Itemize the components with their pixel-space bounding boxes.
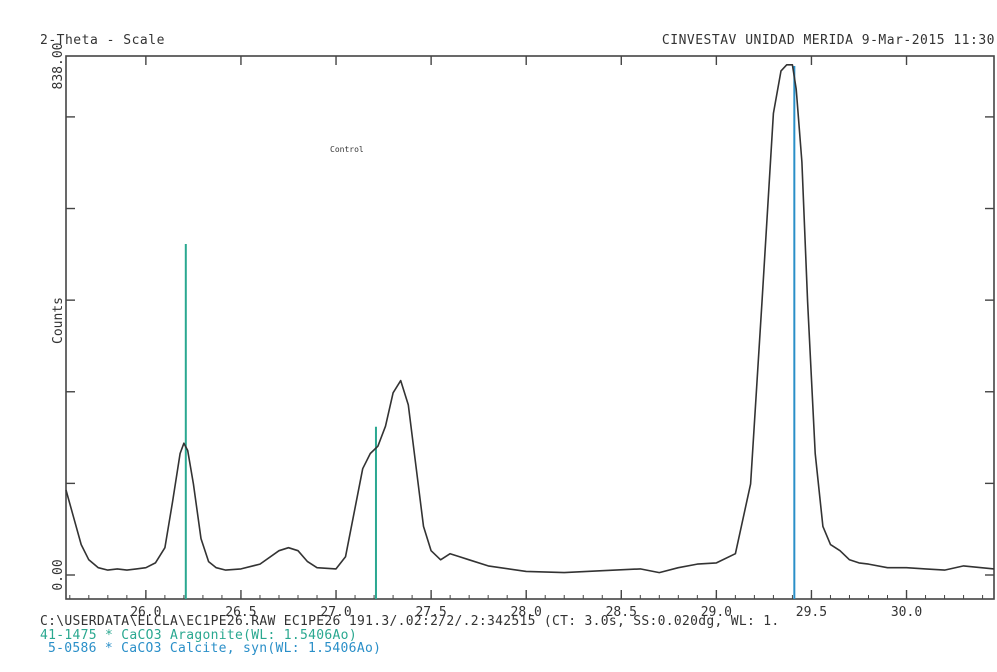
y-axis-label: Counts xyxy=(51,297,66,344)
scale-label: 2-Theta - Scale xyxy=(40,33,165,48)
reference-patterns xyxy=(184,66,796,599)
x-tick-label: 29.5 xyxy=(796,605,827,620)
file-info-line: C:\USERDATA\ELCLA\EC1PE26.RAW EC1PE26 19… xyxy=(40,614,780,629)
y-axis: 0.00 838.00 Counts xyxy=(51,43,994,591)
reference-aragonite: 41-1475 * CaCO3 Aragonite(WL: 1.5406Ao) xyxy=(40,628,357,643)
y-tick-label: 838.00 xyxy=(51,43,66,90)
x-tick-label: 30.0 xyxy=(891,605,922,620)
lab-date-label: CINVESTAV UNIDAD MERIDA 9-Mar-2015 11:30 xyxy=(661,33,995,48)
y-tick-label: 0.00 xyxy=(51,559,66,590)
x-tick-label: 27.5 xyxy=(415,605,446,620)
diffraction-trace xyxy=(65,64,995,574)
x-tick-label: 28.5 xyxy=(606,605,637,620)
x-tick-label: 26.5 xyxy=(225,605,256,620)
sample-annotation: Control xyxy=(330,145,364,154)
x-tick-label: 29.0 xyxy=(701,605,732,620)
x-axis-ticks: 26.0 26.5 27.0 27.5 28.0 28.5 29.0 29.5 30.0 xyxy=(69,56,984,620)
x-tick-label: 26.0 xyxy=(130,605,161,620)
reference-calcite: 5-0586 * CaCO3 Calcite, syn(WL: 1.5406Ao… xyxy=(48,641,382,656)
x-tick-label: 28.0 xyxy=(511,605,542,620)
plot-frame xyxy=(65,55,995,600)
x-tick-label: 27.0 xyxy=(320,605,351,620)
